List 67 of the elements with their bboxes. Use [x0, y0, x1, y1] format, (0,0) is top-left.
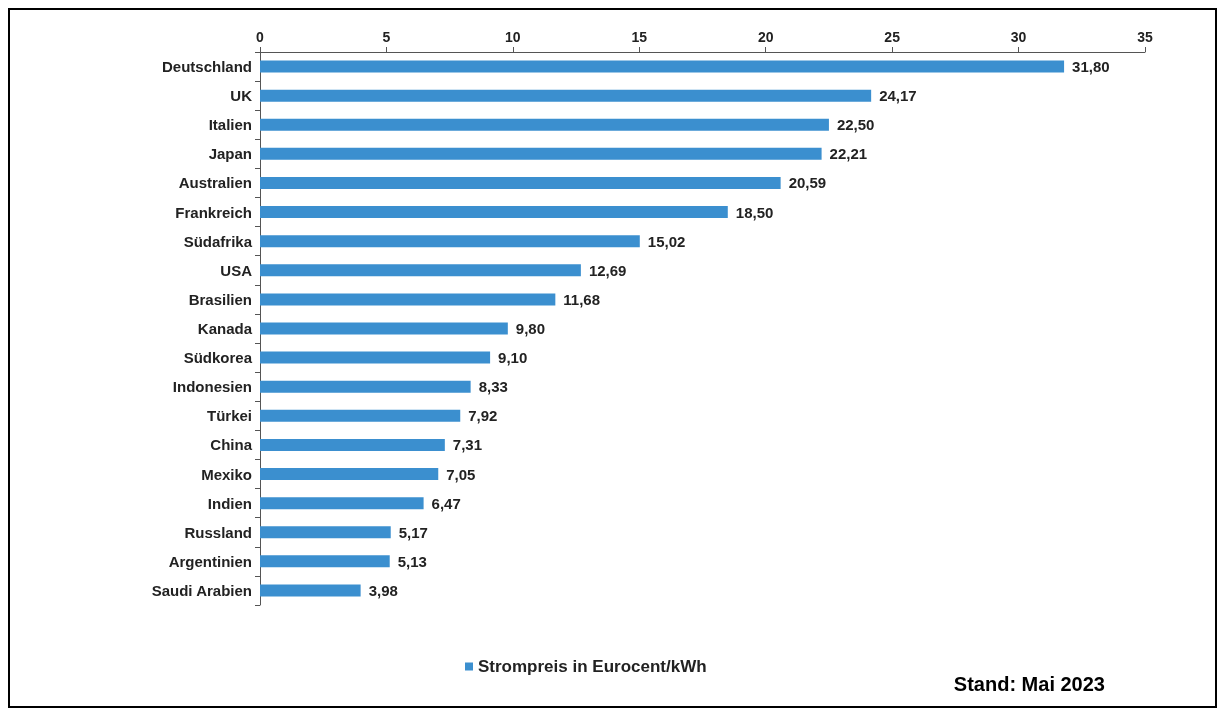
bar	[260, 235, 640, 248]
data-label: 18,50	[735, 203, 774, 221]
bar	[260, 555, 390, 568]
y-tick-label: Russland	[184, 523, 252, 541]
y-tick-label: Brasilien	[188, 290, 252, 308]
bar	[260, 206, 728, 219]
y-tick-label: Argentinien	[168, 552, 252, 570]
data-label: 22,50	[836, 116, 875, 134]
data-label: 12,69	[588, 261, 627, 279]
y-tick-label: Südafrika	[183, 232, 253, 250]
x-tick-label: 10	[505, 29, 521, 45]
bar	[260, 264, 581, 277]
x-tick-label: 5	[382, 29, 391, 45]
x-tick-label: 15	[631, 29, 648, 45]
bar	[260, 176, 781, 189]
y-tick-label: Saudi Arabien	[151, 581, 252, 599]
data-label: 7,31	[452, 436, 483, 454]
y-tick-label: Japan	[208, 145, 252, 163]
data-label: 7,92	[468, 407, 498, 425]
y-tick-label: Indien	[207, 494, 252, 512]
bar	[260, 380, 471, 393]
y-tick-label: Kanada	[197, 320, 253, 337]
y-tick-label: Türkei	[206, 407, 252, 425]
data-label: 9,10	[498, 349, 528, 367]
data-label: 31,80	[1072, 58, 1110, 76]
bar	[260, 60, 1065, 73]
x-tick-label: 35	[1137, 29, 1153, 45]
data-label: 8,33	[478, 378, 508, 396]
x-tick-label: 20	[757, 29, 774, 45]
bar	[260, 322, 508, 335]
data-label: 9,80	[515, 320, 545, 337]
y-tick-label: Indonesien	[172, 378, 252, 396]
bar	[260, 351, 491, 364]
bar	[260, 497, 424, 510]
bar	[260, 526, 391, 539]
y-tick-label: China	[210, 436, 253, 454]
y-tick-label: Frankreich	[175, 203, 252, 221]
bar	[260, 438, 445, 451]
data-label: 7,05	[446, 465, 476, 483]
bar	[260, 89, 872, 102]
bar	[260, 468, 439, 481]
data-label: 6,47	[431, 494, 461, 512]
y-tick-label: Deutschland	[161, 58, 252, 76]
y-tick-label: USA	[220, 261, 253, 279]
data-label: 15,02	[647, 232, 686, 250]
y-tick-label: Mexiko	[201, 465, 252, 483]
data-label: 5,17	[398, 523, 428, 541]
data-label: 3,98	[368, 581, 398, 599]
data-label: 20,59	[788, 174, 827, 192]
data-label: 24,17	[879, 87, 917, 105]
data-label: 11,68	[563, 290, 601, 308]
text: Stand: Mai 2023	[953, 673, 1105, 696]
bar	[260, 147, 822, 160]
y-tick-label: Südkorea	[183, 349, 253, 367]
y-tick-label: UK	[230, 87, 253, 105]
bar	[260, 293, 556, 306]
bar	[260, 409, 461, 422]
x-tick-label: 25	[884, 29, 901, 45]
x-tick-label: 0	[256, 29, 265, 45]
x-tick-label: 30	[1010, 29, 1027, 45]
bar	[260, 118, 829, 131]
y-tick-label: Italien	[208, 116, 252, 134]
data-label: 22,21	[829, 145, 868, 163]
legend-label: Strompreis in Eurocent/kWh	[478, 657, 707, 676]
data-label: 5,13	[397, 552, 427, 570]
bar	[260, 584, 361, 597]
y-tick-label: Australien	[178, 174, 252, 192]
